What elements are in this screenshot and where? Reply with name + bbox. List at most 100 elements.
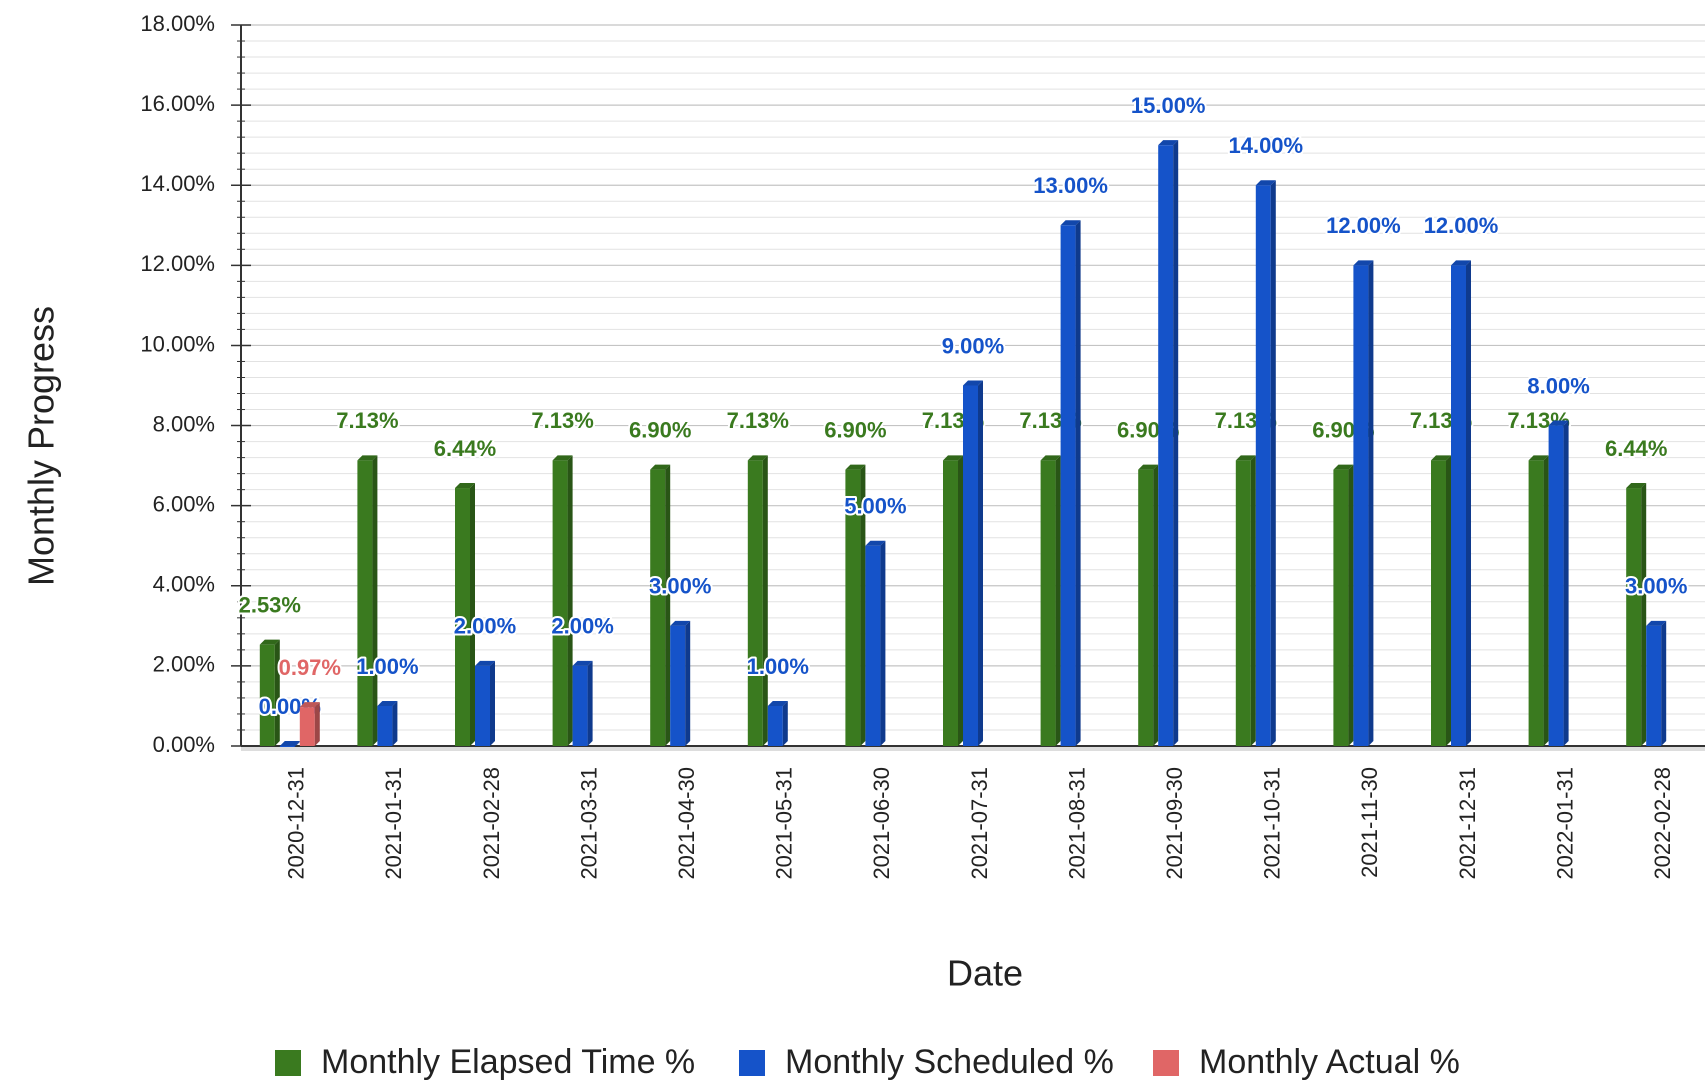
x-tick-label: 2021-07-31 — [967, 767, 992, 880]
data-label: 13.00% — [1033, 173, 1108, 198]
bar-top — [357, 455, 378, 461]
bar — [963, 385, 978, 746]
bar-side — [470, 483, 475, 746]
data-label: 15.00% — [1131, 93, 1206, 118]
bar-side — [1153, 464, 1159, 746]
bar — [1353, 265, 1369, 746]
bar-side — [860, 464, 866, 746]
data-label: 7.13% — [531, 408, 593, 433]
bar-side — [782, 700, 788, 746]
bar — [943, 460, 958, 746]
bar-top — [1138, 464, 1159, 470]
bar — [1548, 425, 1564, 746]
bar-top — [943, 455, 963, 461]
bar-top — [1353, 260, 1374, 266]
bar-top — [1626, 483, 1647, 489]
bar — [845, 469, 861, 746]
x-tick-label: 2021-06-30 — [869, 767, 894, 880]
bar — [1235, 460, 1251, 746]
bar-top — [475, 660, 495, 666]
bar — [1060, 225, 1076, 746]
bar-side — [880, 540, 886, 746]
bar-side — [1466, 260, 1471, 746]
bar — [650, 469, 666, 746]
bar — [1451, 265, 1466, 746]
legend-swatch — [739, 1050, 765, 1076]
y-tick-label: 8.00% — [153, 411, 215, 436]
bar — [1333, 469, 1349, 746]
bar-side — [1661, 620, 1667, 746]
bar-side — [1250, 455, 1256, 746]
x-tick-label: 2021-03-31 — [576, 767, 601, 880]
data-label: 6.44% — [1605, 436, 1667, 461]
data-label: 7.13% — [336, 408, 398, 433]
bar — [279, 746, 295, 747]
bar-side — [567, 455, 573, 746]
bar — [1626, 488, 1642, 746]
bar-top — [1548, 420, 1569, 426]
bar — [1646, 625, 1662, 746]
data-label: 14.00% — [1228, 133, 1303, 158]
bar-top — [1451, 260, 1471, 266]
data-label: 3.00% — [1625, 574, 1687, 599]
bar-side — [762, 455, 768, 746]
data-label: 1.00% — [356, 654, 418, 679]
bar-top — [1646, 620, 1667, 626]
legend-label: Monthly Actual % — [1199, 1043, 1460, 1081]
bar — [1255, 185, 1271, 746]
bar-top — [1040, 455, 1061, 461]
bar-top — [767, 700, 788, 706]
bar — [475, 665, 490, 746]
bar-top — [650, 464, 671, 470]
bar — [357, 460, 373, 746]
bar — [747, 460, 763, 746]
x-axis-title: Date — [947, 953, 1023, 994]
bar-top — [552, 455, 573, 461]
bar-side — [392, 700, 398, 746]
bar — [767, 705, 783, 746]
data-label: 2.00% — [551, 614, 613, 639]
x-tick-label: 2021-09-30 — [1162, 767, 1187, 880]
y-tick-label: 4.00% — [153, 572, 215, 597]
x-tick-label: 2021-02-28 — [479, 767, 504, 880]
bar — [299, 707, 315, 746]
x-tick-label: 2021-12-31 — [1455, 767, 1480, 880]
bar-top — [1158, 140, 1179, 146]
bar-top — [279, 741, 300, 746]
bar-side — [490, 660, 495, 746]
legend-swatch — [275, 1050, 301, 1076]
bar-side — [1368, 260, 1374, 746]
legend-swatch — [1153, 1050, 1179, 1076]
bar-top — [747, 455, 768, 461]
bar-side — [1173, 140, 1179, 746]
bar-side — [372, 455, 378, 746]
legend-label: Monthly Elapsed Time % — [321, 1043, 695, 1081]
bar — [670, 625, 686, 746]
x-tick-label: 2020-12-31 — [284, 767, 309, 880]
y-tick-label: 16.00% — [140, 91, 215, 116]
bar-side — [685, 620, 691, 746]
data-label: 8.00% — [1527, 373, 1589, 398]
bar-top — [1431, 455, 1451, 461]
bar-top — [963, 380, 983, 386]
data-label: 0.97% — [279, 655, 341, 680]
bar — [1528, 460, 1544, 746]
bar-side — [294, 741, 300, 747]
data-label: 5.00% — [844, 494, 906, 519]
legend-label: Monthly Scheduled % — [785, 1043, 1114, 1081]
y-tick-label: 12.00% — [140, 251, 215, 276]
bar-side — [314, 702, 320, 746]
y-tick-label: 18.00% — [140, 11, 215, 36]
bar-top — [1235, 455, 1256, 461]
bar — [865, 545, 881, 746]
bar — [572, 665, 588, 746]
bar-top — [1528, 455, 1549, 461]
data-label: 1.00% — [747, 654, 809, 679]
bar — [455, 488, 470, 746]
bar-side — [1543, 455, 1549, 746]
x-tick-label: 2021-08-31 — [1064, 767, 1089, 880]
bar-top — [299, 702, 320, 708]
bar-top — [1333, 464, 1354, 470]
bar-top — [1060, 220, 1081, 226]
